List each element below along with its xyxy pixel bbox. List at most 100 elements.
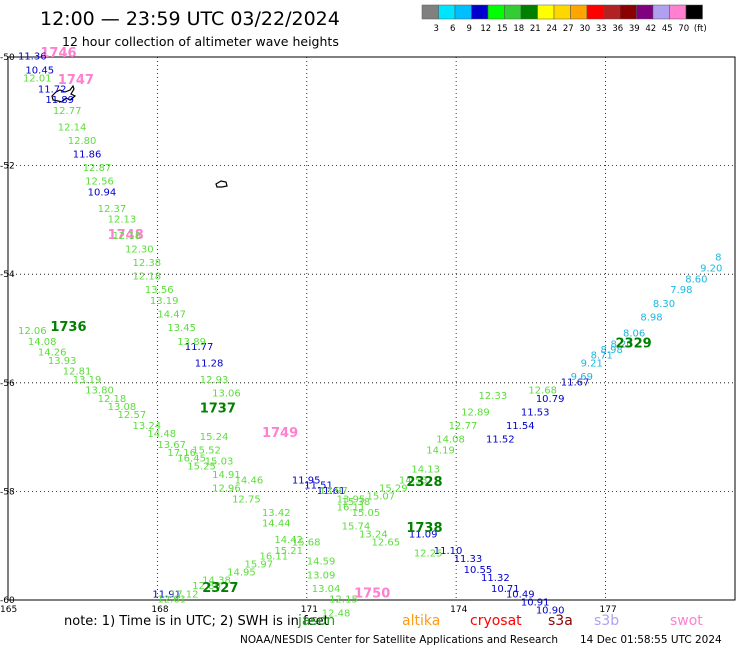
wave-height-label: 11.53 <box>521 407 550 418</box>
scale-label: 30 <box>579 24 590 34</box>
scale-swatch <box>603 4 621 20</box>
wave-height-label: 13.24 <box>132 421 161 432</box>
scale-label: (ft) <box>694 24 707 34</box>
wave-height-label: 8.20 <box>611 340 633 351</box>
islet-outline <box>215 180 228 188</box>
pass-label: 1736 <box>50 320 86 335</box>
scale-swatch <box>487 4 505 20</box>
axis-ticks: 165 168 171 174 177 -50 -52 -54 -56 -58 -60 <box>0 53 617 615</box>
pass-label: 1749 <box>262 426 298 441</box>
wave-height-label: 11.86 <box>73 149 102 160</box>
wave-height-label: 12.89 <box>461 407 490 418</box>
wave-height-label: 11.36 <box>18 52 47 63</box>
wave-height-label: 15.03 <box>205 456 234 467</box>
footer-timestamp: 14 Dec 01:58:55 UTC 2024 <box>580 634 722 646</box>
wave-height-label: 14.38 <box>202 576 231 587</box>
wave-height-label: 16.11 <box>337 502 366 513</box>
satellite-legend: jason altika cryosat s3a s3b swot <box>297 613 703 629</box>
wave-height-label: 13.95 <box>337 494 366 505</box>
wave-height-label: 12.25 <box>414 549 443 560</box>
wave-height-label: 10.94 <box>88 187 117 198</box>
wave-height-label: 12.77 <box>449 421 478 432</box>
wave-height-label: 12.61 <box>157 595 186 606</box>
wave-height-label: 13.42 <box>262 508 291 519</box>
scale-swatch <box>570 4 588 20</box>
wave-height-label: 15.52 <box>192 445 221 456</box>
wave-height-label: 12.77 <box>53 106 82 117</box>
wave-height-label: 15.38 <box>342 497 371 508</box>
wave-height-label: 12.13 <box>108 215 137 226</box>
wave-height-label: 11.61 <box>317 486 346 497</box>
wave-height-label: 14.47 <box>157 310 186 321</box>
wave-height-label: 15.25 <box>187 462 216 473</box>
wave-height-label: 17.12 <box>170 589 199 600</box>
wave-height-label: 11.10 <box>434 546 463 557</box>
scale-swatch <box>454 4 472 20</box>
wave-height-label: 10.55 <box>464 565 493 576</box>
wave-height-label: 13.45 <box>167 323 196 334</box>
wave-height-label: 14.19 <box>426 445 455 456</box>
wave-height-label: 12.37 <box>98 204 127 215</box>
wave-height-label: 10.79 <box>536 394 565 405</box>
wave-height-label: 12.18 <box>113 231 142 242</box>
wave-height-label: 10.49 <box>506 589 535 600</box>
satellite-legend-swot: swot <box>670 613 703 629</box>
wave-height-label: 14.95 <box>227 568 256 579</box>
wave-height-label: 14.48 <box>147 429 176 440</box>
wave-height-label: 15.07 <box>367 492 396 503</box>
wave-height-label: 14.42 <box>274 535 303 546</box>
wave-height-label: 12.81 <box>63 367 92 378</box>
wave-height-label: 11.09 <box>409 530 438 541</box>
wave-height-label: 11.72 <box>38 84 67 95</box>
wave-height-label: 12.56 <box>85 177 114 188</box>
x-tick-label: 177 <box>600 605 617 615</box>
wave-height-label: 13.09 <box>307 570 336 581</box>
wave-height-label: 16.11 <box>259 551 288 562</box>
pass-label: 1738 <box>406 521 442 536</box>
wave-height-label: 8 <box>715 253 721 264</box>
wave-height-label: 12.15 <box>329 595 358 606</box>
wave-height-label: 9.69 <box>571 372 593 383</box>
y-tick-label: -56 <box>0 379 15 389</box>
scale-swatch <box>504 4 522 20</box>
scale-swatch <box>553 4 571 20</box>
wave-height-label: 13.08 <box>108 402 137 413</box>
scale-swatch <box>669 4 687 20</box>
wave-height-label: 9.21 <box>581 359 603 370</box>
color-scale: 3 6 9 12 15 18 21 24 27 30 33 36 39 42 45 70 (ft) <box>421 4 707 34</box>
wave-height-label: 12.75 <box>232 494 261 505</box>
satellite-legend-s3a: s3a <box>548 613 573 629</box>
wave-height-label: 15.05 <box>352 508 381 519</box>
wave-height-label: 12.48 <box>322 608 351 619</box>
wave-height-label: 12.33 <box>479 391 508 402</box>
wave-height-label: 11.33 <box>454 554 483 565</box>
wave-height-label: 12.87 <box>83 163 112 174</box>
wave-height-label: 12.01 <box>23 73 52 84</box>
header-title: 12:00 — 23:59 UTC 03/22/2024 <box>40 8 340 30</box>
scale-swatch <box>619 4 637 20</box>
scale-label: 39 <box>629 24 640 34</box>
wave-height-label: 8.30 <box>653 299 675 310</box>
wave-height-label: 9.20 <box>700 263 722 274</box>
wave-height-label: 11.28 <box>195 359 224 370</box>
scale-label: 6 <box>450 24 455 34</box>
wave-height-label: 11.77 <box>185 342 214 353</box>
x-tick-label: 174 <box>450 605 467 615</box>
scale-label: 27 <box>563 24 574 34</box>
scale-swatch <box>586 4 604 20</box>
wave-height-label: 14.44 <box>262 519 291 530</box>
wave-height-label: 15.24 <box>200 432 229 443</box>
wave-height-labels: 1746174717481749175011.3610.4511.7211.89… <box>18 46 722 619</box>
wave-height-label: 14.53 <box>399 475 428 486</box>
wave-height-label: 12.57 <box>118 410 147 421</box>
scale-label: 24 <box>546 24 557 34</box>
wave-height-label: 8.98 <box>640 312 662 323</box>
wave-height-label: 13.80 <box>85 386 114 397</box>
wave-height-label: 13.89 <box>177 337 206 348</box>
wave-height-label: 12.38 <box>132 258 161 269</box>
wave-height-label: 15.97 <box>245 559 274 570</box>
scale-swatch <box>520 4 538 20</box>
wave-height-label: 8.71 <box>591 350 613 361</box>
wave-height-label: 10.71 <box>491 584 520 595</box>
satellite-legend-s3b: s3b <box>594 613 619 629</box>
